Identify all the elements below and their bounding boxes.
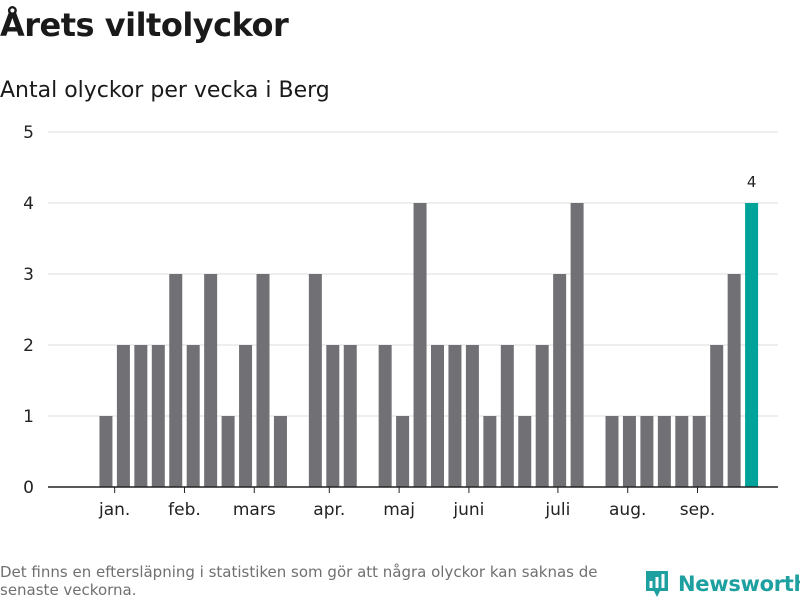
x-tick-label: apr. [313,500,345,520]
brand-logo[interactable]: Newsworthy [644,569,800,599]
bar-chart: 0 1 2 3 4 5 jan. feb. mars apr. maj juni juli aug. se… [23,123,778,520]
bar [431,345,444,487]
x-tick-label: sep. [680,500,716,520]
x-tick-label: juni [452,500,484,520]
bar [535,345,549,487]
bar-chart-icon [646,571,668,597]
bar [239,345,253,487]
bar [553,274,567,487]
bar [221,416,235,487]
bar [727,274,741,487]
chart-subtitle: Antal olyckor per vecka i Berg [0,78,330,103]
bar [657,416,671,487]
bar [518,416,532,487]
bar [308,274,322,487]
brand-name: Newsworthy [678,572,800,596]
bar [256,274,270,487]
data-label: 4 [747,173,757,191]
bar [378,345,392,487]
bar [465,345,479,487]
bar [186,345,200,487]
y-tick-label: 4 [23,194,34,214]
y-tick-label: 0 [23,478,34,498]
y-tick-label: 5 [23,123,34,143]
bar [151,345,165,487]
bar [343,345,357,487]
bar [326,345,340,487]
x-tick-label: feb. [168,500,201,520]
y-tick-label: 2 [23,336,34,356]
bar [710,345,724,487]
x-tick-label: aug. [609,500,646,520]
bar [273,416,287,487]
bar [448,345,462,487]
bar-highlight [745,203,759,487]
bar [570,203,584,487]
bar [692,416,706,487]
bars [99,203,759,487]
bar [396,416,410,487]
y-tick-label: 1 [23,407,34,427]
bar [500,345,514,487]
bar [605,416,619,487]
y-tick-label: 3 [23,265,34,285]
bar [675,416,689,487]
x-tick-label: mars [233,500,276,520]
bar [413,203,427,487]
bar [116,345,130,487]
x-tick-label: jan. [98,500,130,520]
chart-title: Årets viltolyckor [0,6,289,44]
footnote: Det finns en eftersläpning i statistiken… [0,563,598,599]
data-labels: 4 [747,173,757,191]
x-tick-label: juli [544,500,570,520]
x-axis-ticks: jan. feb. mars apr. maj juni juli aug. sep. [98,487,715,520]
bar [169,274,183,487]
bar [622,416,636,487]
x-tick-label: maj [383,500,415,520]
bar [134,345,148,487]
bar [483,416,497,487]
bar [99,416,113,487]
y-axis-ticks: 0 1 2 3 4 5 [23,123,34,498]
bar [640,416,654,487]
bar [204,274,218,487]
